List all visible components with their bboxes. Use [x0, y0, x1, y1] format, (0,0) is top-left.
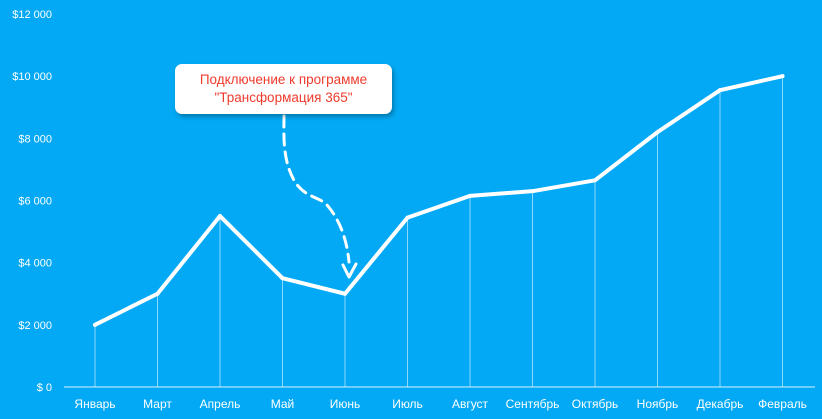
x-tick-label: Июль — [392, 397, 423, 411]
x-tick-label: Июнь — [330, 397, 361, 411]
y-tick-label: $6 000 — [18, 196, 52, 208]
x-tick-label: Август — [452, 397, 489, 411]
data-point — [218, 214, 222, 219]
data-point — [343, 291, 347, 296]
y-tick-label: $ 0 — [37, 382, 52, 394]
data-point — [718, 88, 722, 93]
annotation-line-2: "Трансформация 365" — [214, 90, 353, 105]
x-tick-label: Ноябрь — [637, 397, 679, 411]
arrowhead-icon — [341, 262, 358, 279]
data-point — [280, 276, 285, 281]
x-tick-label: Октябрь — [572, 397, 619, 411]
drop-lines — [94, 76, 783, 387]
x-tick-label: Сентябрь — [506, 397, 560, 411]
x-tick-label: Май — [271, 397, 295, 411]
y-tick-label: $8 000 — [18, 133, 52, 145]
data-point — [593, 178, 597, 183]
data-point — [780, 74, 785, 79]
x-tick-label: Декабрь — [697, 397, 744, 411]
x-tick-label: Март — [143, 397, 172, 411]
y-tick-label: $10 000 — [12, 71, 52, 83]
data-point — [155, 291, 160, 296]
data-point — [468, 193, 472, 198]
x-axis-tick-labels: Январь Март Апрель Май Июнь Июль Август Сентябр… — [74, 397, 806, 411]
annotation-callout: Подключение к программе "Трансформация 3… — [175, 64, 392, 114]
x-tick-label: Январь — [74, 397, 115, 411]
x-tick-label: Апрель — [200, 397, 241, 411]
data-point — [93, 322, 97, 327]
y-tick-label: $4 000 — [18, 258, 52, 270]
annotation-arrow — [282, 114, 358, 279]
x-tick-label: Февраль — [758, 397, 807, 411]
annotation-line-1: Подключение к программе — [199, 72, 368, 87]
y-tick-label: $2 000 — [18, 320, 52, 332]
y-tick-label: $12 000 — [12, 9, 52, 21]
data-point — [530, 189, 535, 194]
y-axis-tick-labels: $ 0 $2 000 $4 000 $6 000 $8 000 $10 000 $12 00… — [12, 9, 52, 394]
annotation-arrow-path — [282, 114, 351, 264]
data-point — [655, 130, 660, 135]
data-points — [93, 74, 785, 327]
series-line — [93, 74, 785, 327]
data-point — [405, 215, 410, 220]
